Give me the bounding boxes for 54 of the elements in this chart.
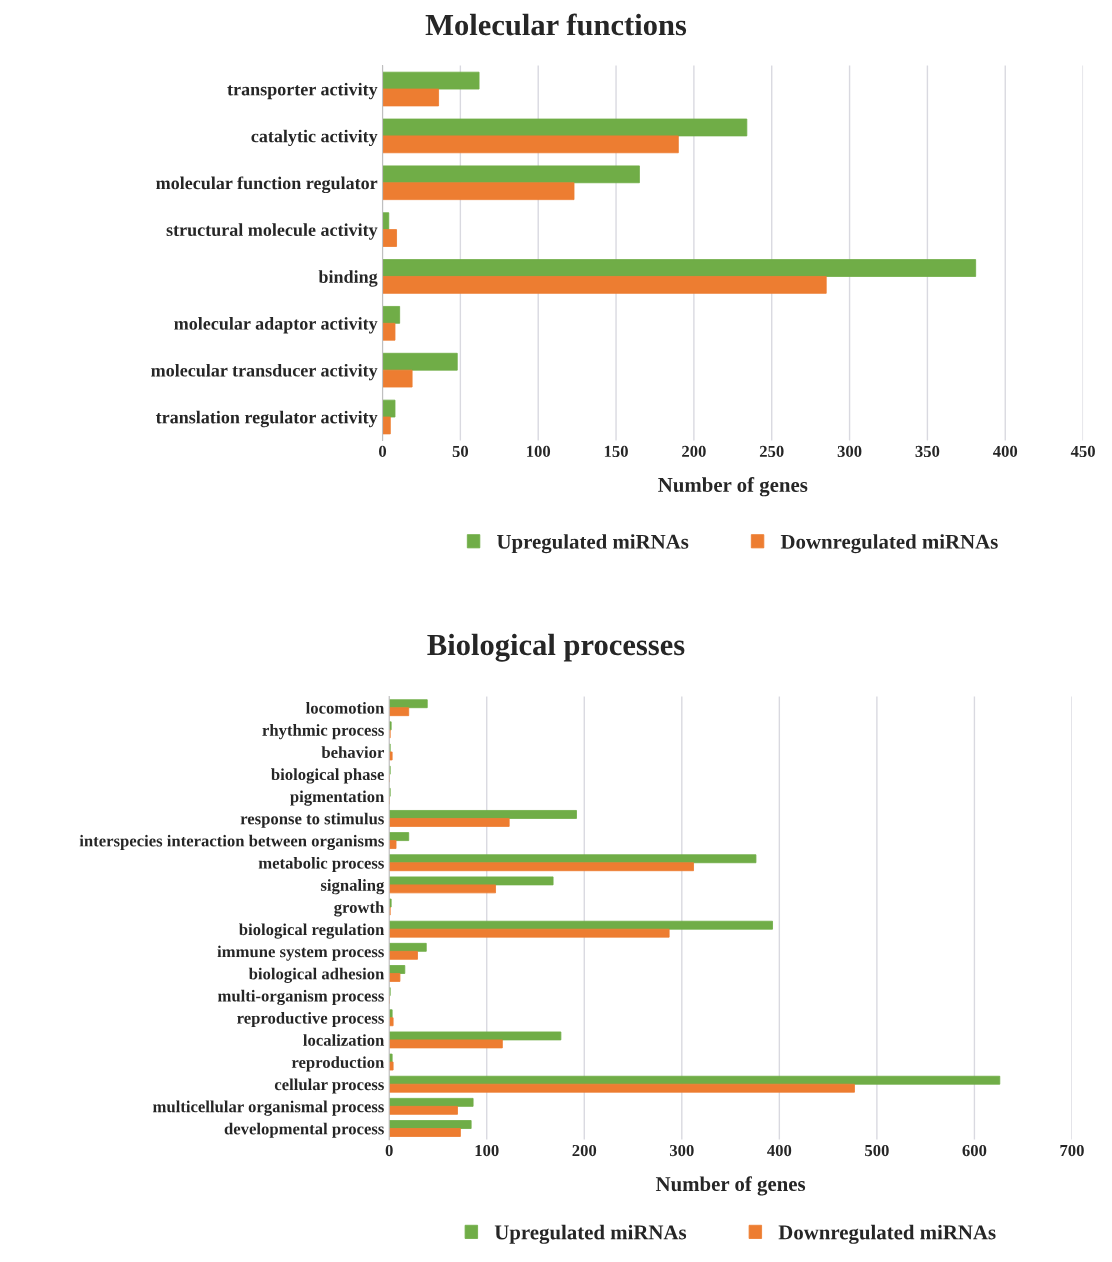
y-tick-label: developmental process xyxy=(224,1122,384,1138)
y-tick-label: reproduction xyxy=(291,1056,385,1072)
x-tick-label: 300 xyxy=(669,1144,694,1157)
x-tick-label: 700 xyxy=(1060,1144,1084,1157)
y-tick-label: reproductive process xyxy=(237,1011,384,1028)
y-tick-label: immune system process xyxy=(217,945,384,961)
x-tick-label: 200 xyxy=(682,445,706,458)
y-tick-label: molecular adaptor activity xyxy=(174,317,378,334)
x-tick-label: 400 xyxy=(767,1144,792,1157)
y-tick-label: cellular process xyxy=(274,1078,384,1094)
x-tick-label: 100 xyxy=(527,445,551,458)
y-tick-label: binding xyxy=(318,270,378,287)
x-tick-label: 250 xyxy=(759,445,784,458)
x-tick-label: 500 xyxy=(865,1144,889,1157)
x-tick-label: 0 xyxy=(385,1144,393,1157)
y-tick-label: translation regulator activity xyxy=(155,410,378,428)
y-tick-label: multi-organism process xyxy=(217,989,384,1006)
x-tick-label: 0 xyxy=(379,445,387,458)
x-tick-label: 300 xyxy=(837,445,862,458)
legend-label: Upregulated miRNAs xyxy=(494,1224,687,1244)
y-tick-label: localization xyxy=(303,1034,385,1046)
y-tick-label: metabolic process xyxy=(258,856,384,873)
x-tick-label: 200 xyxy=(572,1144,597,1157)
x-tick-label: 450 xyxy=(1070,445,1095,458)
y-tick-label: locomotion xyxy=(305,701,385,714)
y-tick-label: response to stimulus xyxy=(240,812,384,828)
y-tick-label: pigmentation xyxy=(290,790,385,806)
x-tick-label: 100 xyxy=(475,1144,499,1157)
y-tick-label: behavior xyxy=(321,746,384,758)
x-axis-title: Number of genes xyxy=(658,477,808,497)
chart-title: Biological processes xyxy=(427,633,685,662)
legend-label: Upregulated miRNAs xyxy=(497,534,689,554)
x-tick-label: 50 xyxy=(452,445,469,458)
x-tick-label: 150 xyxy=(604,445,628,458)
y-tick-label: molecular function regulator xyxy=(156,176,378,194)
x-tick-label: 350 xyxy=(915,445,940,458)
legend-label: Downregulated miRNAs xyxy=(778,1224,996,1244)
y-tick-label: catalytic activity xyxy=(251,129,378,147)
y-tick-label: multicellular organismal process xyxy=(152,1100,384,1116)
y-tick-label: biological phase xyxy=(271,768,384,784)
x-tick-label: 600 xyxy=(962,1144,987,1157)
legend-label: Downregulated miRNAs xyxy=(780,534,998,554)
chart-title: Molecular functions xyxy=(425,13,687,36)
y-tick-label: biological adhesion xyxy=(248,967,385,983)
y-tick-label: structural molecule activity xyxy=(166,223,378,240)
y-tick-label: signaling xyxy=(320,879,385,895)
y-tick-label: rhythmic process xyxy=(262,724,384,740)
y-tick-label: interspecies interaction between organisms xyxy=(79,834,384,851)
y-tick-label: growth xyxy=(334,901,385,917)
y-tick-label: transporter activity xyxy=(227,82,378,100)
x-tick-label: 400 xyxy=(992,445,1018,458)
y-tick-label: molecular transducer activity xyxy=(151,363,378,381)
y-tick-label: biological regulation xyxy=(239,923,385,939)
x-axis-title: Number of genes xyxy=(655,1176,806,1196)
